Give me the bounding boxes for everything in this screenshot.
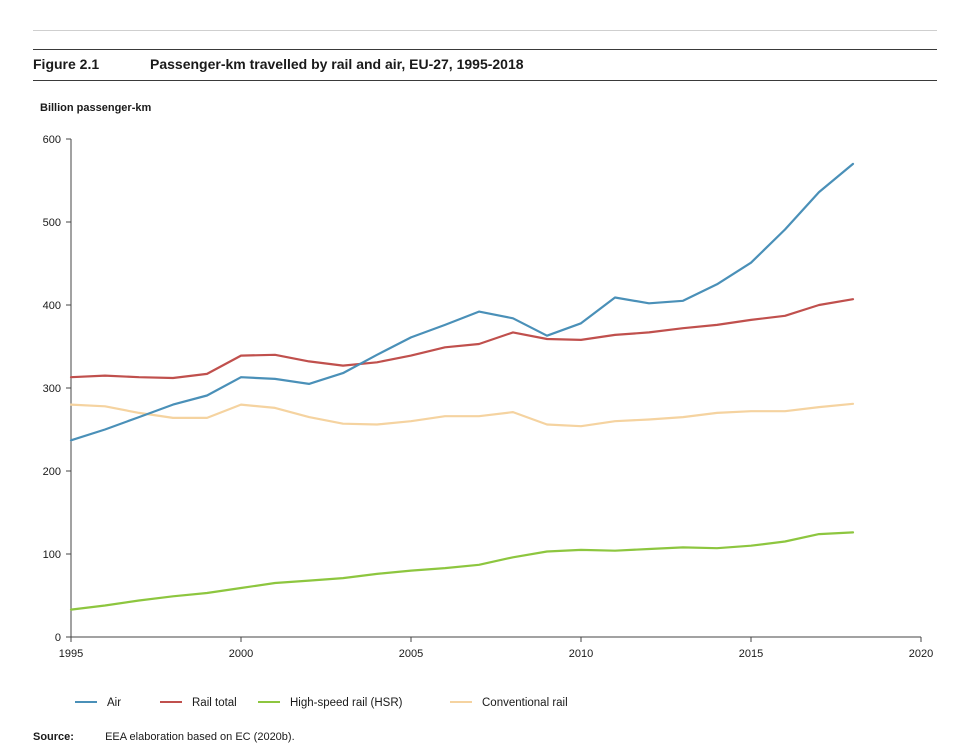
y-tick-label: 400 bbox=[43, 300, 61, 312]
x-tick-label: 2005 bbox=[399, 648, 423, 660]
legend-swatch bbox=[75, 700, 97, 703]
y-tick-label: 0 bbox=[55, 632, 61, 644]
y-tick-label: 300 bbox=[43, 383, 61, 395]
x-tick-label: 2020 bbox=[909, 648, 933, 660]
legend-item-rail-total: Rail total bbox=[160, 697, 237, 709]
series-line-high-speed-rail-hsr bbox=[69, 531, 855, 611]
series-line-air bbox=[69, 162, 855, 442]
source-note: Source: EEA elaboration based on EC (202… bbox=[33, 731, 295, 743]
legend-item-high-speed-rail-hsr: High-speed rail (HSR) bbox=[258, 697, 402, 709]
top-rule bbox=[33, 30, 937, 31]
source-label: Source: bbox=[33, 731, 74, 743]
legend-swatch bbox=[160, 700, 182, 703]
figure-title: Passenger-km travelled by rail and air, … bbox=[150, 56, 524, 72]
legend-item-air: Air bbox=[75, 697, 121, 709]
y-tick-label: 500 bbox=[43, 217, 61, 229]
legend-item-conventional-rail: Conventional rail bbox=[450, 697, 568, 709]
series-line-rail-total bbox=[69, 298, 855, 380]
y-tick-label: 600 bbox=[43, 134, 61, 146]
legend-label: Conventional rail bbox=[482, 697, 568, 709]
legend-label: Air bbox=[107, 697, 122, 709]
legend-label: High-speed rail (HSR) bbox=[290, 697, 403, 709]
x-tick-label: 2010 bbox=[569, 648, 593, 660]
y-tick-label: 200 bbox=[43, 466, 61, 478]
legend-swatch bbox=[258, 700, 280, 703]
header-bottom-rule bbox=[33, 80, 937, 81]
figure-number: Figure 2.1 bbox=[33, 56, 100, 72]
y-tick-label: 100 bbox=[43, 549, 61, 561]
source-text: EEA elaboration based on EC (2020b). bbox=[105, 731, 295, 743]
x-tick-label: 2000 bbox=[229, 648, 253, 660]
x-tick-label: 2015 bbox=[739, 648, 763, 660]
series-line-conventional-rail bbox=[69, 402, 855, 428]
legend-swatch bbox=[450, 700, 472, 703]
chart-series bbox=[69, 162, 855, 611]
x-tick-label: 1995 bbox=[59, 648, 83, 660]
line-chart: 0 100 200 300 400 500 600 1995 2000 2005 2010 2015 2… bbox=[43, 134, 934, 660]
chart-axes: 0 100 200 300 400 500 600 1995 2000 2005 2010 2015 2… bbox=[43, 134, 934, 660]
legend-label: Rail total bbox=[192, 697, 237, 709]
y-axis-unit-label: Billion passenger-km bbox=[40, 102, 152, 114]
header-top-rule bbox=[33, 49, 937, 50]
